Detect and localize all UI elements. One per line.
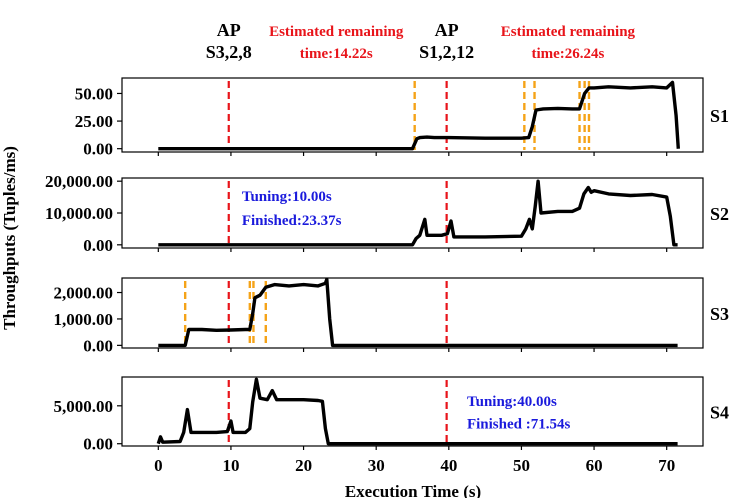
series-line-s1: [158, 80, 680, 151]
panel-frame: [121, 277, 704, 349]
panel-note: Tuning:10.00s: [242, 189, 332, 205]
x-tick-label: 10: [222, 456, 239, 475]
y-tick-label: 50.00: [75, 84, 113, 103]
panel-s3: 0.00 1,000.00 2,000.00 S3: [54, 277, 729, 355]
y-tick-label: 5,000.00: [54, 397, 114, 416]
panel-frame: [121, 376, 704, 447]
top-annotation-6: Estimated remaining: [501, 24, 636, 40]
panel-s4: 0.00 5,000.00 Tuning:40.00s Finished :71.54…: [54, 376, 729, 454]
x-tick-label: 20: [295, 456, 312, 475]
y-tick-label: 2,000.00: [54, 284, 114, 303]
y-tick-label: 0.00: [83, 236, 113, 255]
x-tick-label: 30: [368, 456, 385, 475]
top-annotation-4: AP: [435, 20, 459, 40]
panel-name: S2: [710, 204, 729, 224]
y-tick-label: 0.00: [83, 336, 113, 355]
panel-note: Tuning:40.00s: [467, 394, 557, 410]
y-tick-label: 0.00: [83, 140, 113, 159]
x-tick-label: 0: [154, 456, 163, 475]
top-annotation-1: S3,2,8: [206, 42, 252, 62]
y-tick-label: 25.00: [75, 112, 113, 131]
panel-name: S3: [710, 304, 729, 324]
y-tick-label: 10,000.00: [45, 204, 113, 223]
x-tick-label: 60: [586, 456, 603, 475]
top-annotation-3: time:14.22s: [300, 46, 373, 62]
series-line-s2: [158, 179, 678, 247]
panel-name: S1: [710, 106, 729, 126]
panel-note: Finished:23.37s: [242, 213, 342, 229]
x-tick-label: 40: [440, 456, 457, 475]
series-line-s3: [158, 277, 678, 348]
x-tick-label: 70: [658, 456, 675, 475]
top-annotation-0: AP: [217, 20, 241, 40]
x-axis-label: Execution Time (s): [345, 482, 481, 498]
y-tick-label: 20,000.00: [45, 172, 113, 191]
top-annotation-2: Estimated remaining: [269, 24, 404, 40]
top-annotation-5: S1,2,12: [419, 42, 474, 62]
panel-s1: 0.00 25.00 50.00 S1: [75, 77, 729, 159]
panel-name: S4: [710, 403, 729, 423]
y-tick-label: 1,000.00: [54, 310, 114, 329]
panel-frame: [121, 177, 704, 249]
chart-panels: 0.00 25.00 50.00 S1 0.00 10,000.00 20,000.00 Tu…: [45, 77, 729, 454]
panel-note: Finished :71.54s: [467, 417, 571, 433]
panel-frame: [121, 77, 704, 153]
x-axis: 0 10 20 30 40 50 60 70: [154, 456, 675, 475]
x-tick-label: 50: [513, 456, 530, 475]
top-annotation-7: time:26.24s: [531, 46, 604, 62]
y-axis-label: Throughputs (Tuples/ms): [0, 146, 19, 330]
panel-s2: 0.00 10,000.00 20,000.00 Tuning:10.00s Finis…: [45, 172, 729, 255]
y-tick-label: 0.00: [83, 435, 113, 454]
series-line-s4: [156, 377, 678, 446]
